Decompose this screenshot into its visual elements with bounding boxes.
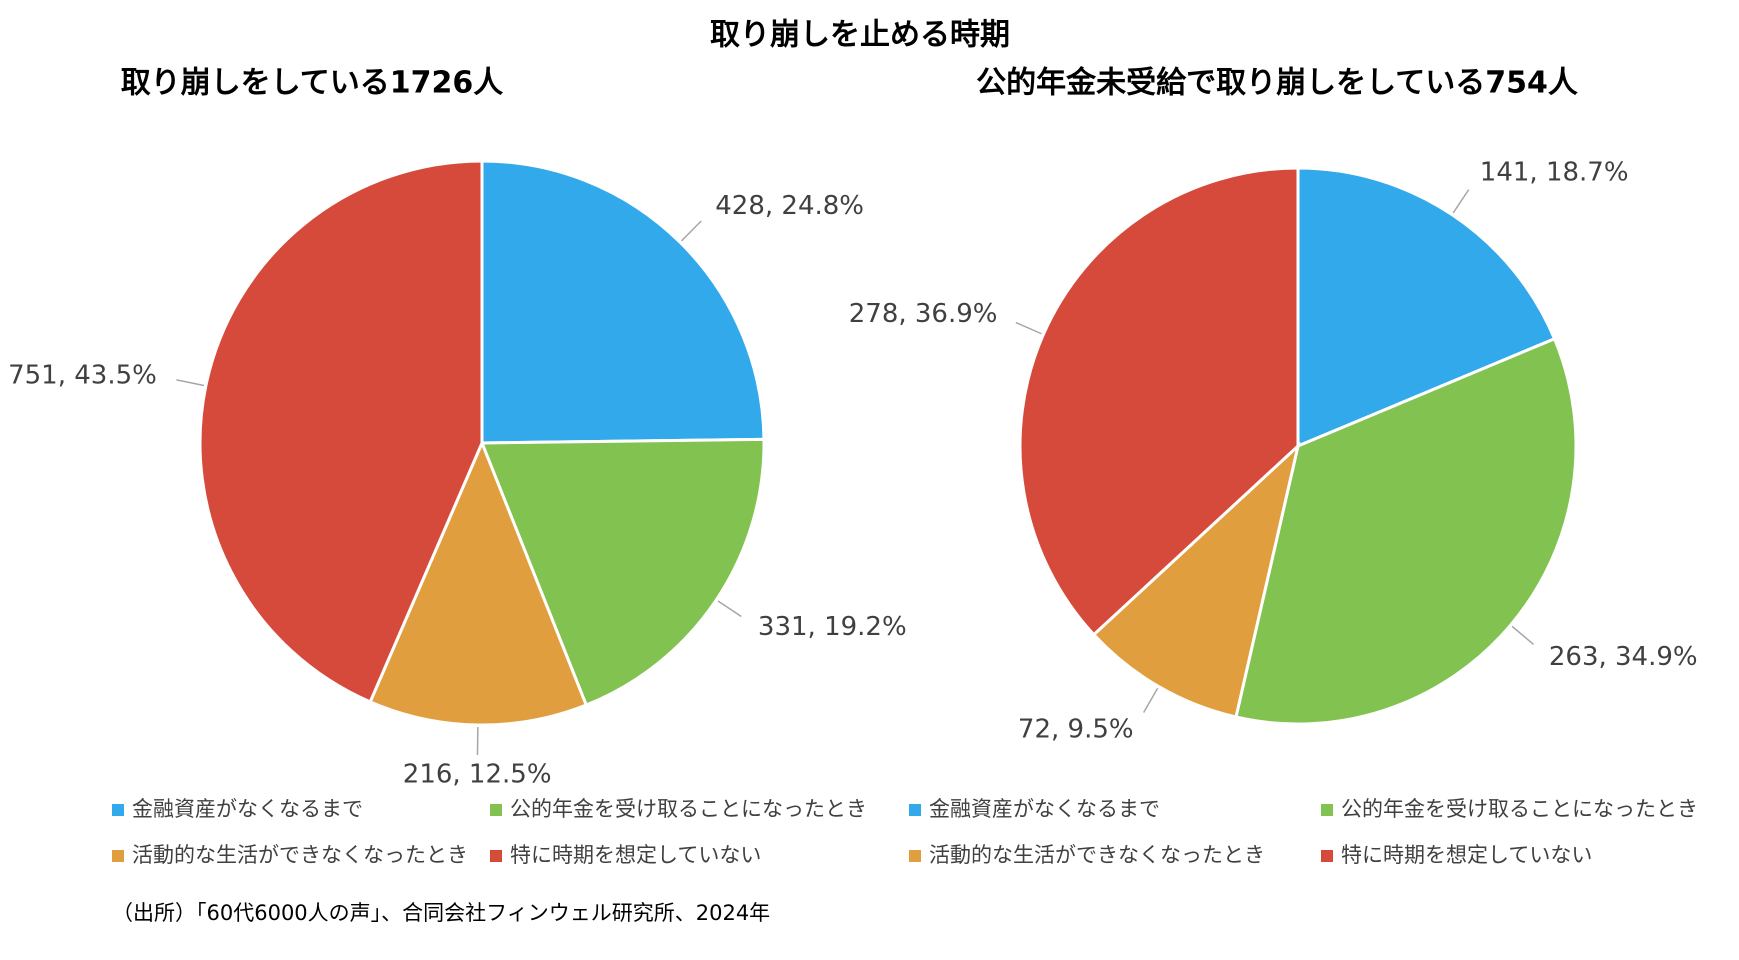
pie-slice: [479, 437, 766, 707]
leader-line: [681, 220, 702, 242]
legend-label: 特に時期を想定していない: [510, 843, 761, 867]
legend-swatch: [112, 850, 124, 862]
legend-swatch: [909, 804, 921, 816]
pie-slice: [1018, 166, 1300, 637]
pie-slice: [198, 159, 484, 704]
pie-slice: [1234, 336, 1578, 726]
pie-slice: [1091, 441, 1301, 719]
legend-swatch: [490, 850, 502, 862]
data-label: 428, 24.8%: [715, 191, 864, 221]
leader-line: [176, 379, 205, 387]
data-label: 216, 12.5%: [403, 759, 552, 789]
data-label: 331, 19.2%: [758, 612, 907, 642]
leader-line: [1015, 321, 1042, 335]
leader-line: [1142, 687, 1159, 713]
legend-swatch: [1321, 804, 1333, 816]
pie-slice: [368, 439, 589, 727]
leader-line: [1511, 625, 1535, 645]
legend-label: 公的年金を受け取ることになったとき: [1341, 797, 1698, 821]
chart-title: 公的年金未受給で取り崩しをしている754人: [976, 66, 1578, 101]
legend-label: 金融資産がなくなるまで: [929, 797, 1160, 821]
leader-line: [1452, 189, 1470, 214]
leader-line: [717, 600, 742, 618]
legend-swatch: [1321, 850, 1333, 862]
chart-title: 取り崩しをしている1726人: [121, 66, 504, 101]
legend-label: 公的年金を受け取ることになったとき: [510, 797, 867, 821]
legend-swatch: [112, 804, 124, 816]
data-label: 141, 18.7%: [1480, 157, 1629, 187]
legend-label: 金融資産がなくなるまで: [132, 797, 363, 821]
data-label: 751, 43.5%: [8, 360, 157, 390]
pie-slice: [1296, 166, 1557, 449]
data-label: 263, 34.9%: [1549, 642, 1698, 672]
legend-label: 活動的な生活ができなくなったとき: [132, 843, 468, 867]
legend-swatch: [490, 804, 502, 816]
legend-swatch: [909, 850, 921, 862]
legend-label: 活動的な生活ができなくなったとき: [929, 843, 1265, 867]
page-title: 取り崩しを止める時期: [710, 18, 1010, 53]
pie-slice: [480, 159, 766, 445]
legend-label: 特に時期を想定していない: [1341, 843, 1592, 867]
data-label: 72, 9.5%: [1018, 714, 1134, 744]
data-label: 278, 36.9%: [849, 299, 998, 329]
source-note: （出所）「60代6000人の声」、合同会社フィンウェル研究所、2024年: [112, 901, 770, 925]
